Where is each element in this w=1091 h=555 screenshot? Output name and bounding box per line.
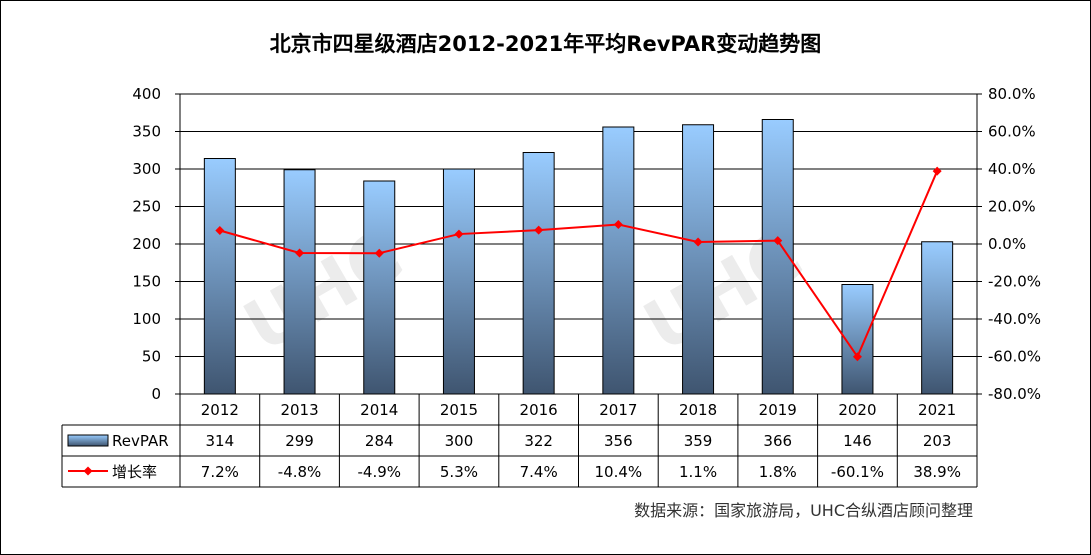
y-right-tick-label: 80.0%: [988, 85, 1036, 103]
y-left-tick-label: 200: [132, 235, 161, 253]
revpar-value: 314: [206, 432, 235, 450]
bar-2012: [203, 158, 236, 395]
y-right-tick-label: -80.0%: [988, 385, 1041, 403]
growth-value: 10.4%: [595, 463, 643, 481]
x-tick-label: 2013: [280, 401, 318, 419]
growth-value: 1.8%: [759, 463, 797, 481]
growth-point-2017: [613, 220, 623, 229]
growth-point-2021: [932, 166, 942, 176]
bar-2013: [283, 169, 316, 395]
data-table: 2012 314 7.2% 2013 299 -4.8% 2014 284 -4.9% 2015 3…: [61, 393, 978, 488]
x-tick-label: 2021: [918, 401, 956, 419]
x-tick-label: 2016: [520, 401, 558, 419]
growth-point-2013: [295, 248, 305, 258]
growth-value: 38.9%: [913, 463, 961, 481]
x-tick-label: 2020: [838, 401, 876, 419]
growth-value: 7.2%: [201, 463, 239, 481]
x-tick-label: 2019: [759, 401, 797, 419]
growth-point-2018: [693, 237, 703, 247]
bar-2018: [682, 124, 715, 395]
legend-key-revpar: [67, 434, 109, 447]
growth-value: 7.4%: [520, 463, 558, 481]
bar-series: [203, 119, 954, 395]
y-right-tick-label: 20.0%: [988, 198, 1036, 216]
bar-2016: [522, 152, 555, 395]
y-left-tick-label: 0: [151, 385, 161, 403]
x-tick-label: 2017: [599, 401, 637, 419]
y-right-tick-label: -60.0%: [988, 348, 1041, 366]
growth-point-2012: [215, 226, 225, 235]
y-right-tick-label: 0.0%: [988, 235, 1026, 253]
growth-point-2016: [534, 225, 544, 235]
revpar-value: 322: [524, 432, 553, 450]
chart-title: 北京市四星级酒店2012-2021年平均RevPAR变动趋势图: [269, 32, 822, 56]
bar-2017: [602, 126, 635, 395]
growth-value: 1.1%: [679, 463, 717, 481]
y-left-tick-label: 50: [142, 348, 161, 366]
revpar-value: 284: [365, 432, 394, 450]
y-right-tick-label: -40.0%: [988, 310, 1041, 328]
growth-line: [219, 170, 939, 359]
revpar-value: 356: [604, 432, 633, 450]
revpar-value: 203: [923, 432, 952, 450]
growth-point-2015: [454, 229, 464, 239]
y-left-tick-label: 100: [132, 310, 161, 328]
growth-point-2014: [374, 248, 384, 258]
growth-value: -4.8%: [278, 463, 322, 481]
x-tick-label: 2012: [201, 401, 239, 419]
revpar-value: 299: [285, 432, 314, 450]
revpar-value: 146: [843, 432, 872, 450]
legend-label-revpar: RevPAR: [112, 432, 169, 450]
y-left-tick-label: 350: [132, 123, 161, 141]
bar-2021: [921, 241, 954, 395]
x-tick-label: 2018: [679, 401, 717, 419]
y-right-tick-label: -20.0%: [988, 273, 1041, 291]
growth-point-2020: [852, 352, 862, 362]
bar-2014: [363, 180, 396, 395]
revpar-value: 359: [684, 432, 713, 450]
growth-point-2019: [773, 236, 783, 246]
y-right-tick-label: 40.0%: [988, 160, 1036, 178]
x-tick-label: 2014: [360, 401, 398, 419]
legend-label-growth: 增长率: [112, 463, 157, 481]
y-left-tick-label: 250: [132, 198, 161, 216]
growth-value: -4.9%: [357, 463, 401, 481]
legend-marker-growth: [83, 466, 93, 476]
y-left-tick-label: 300: [132, 160, 161, 178]
growth-value: -60.1%: [831, 463, 884, 481]
growth-value: 5.3%: [440, 463, 478, 481]
y-right-tick-label: 60.0%: [988, 123, 1036, 141]
x-tick-label: 2015: [440, 401, 478, 419]
revpar-value: 366: [763, 432, 792, 450]
bar-2015: [442, 168, 475, 395]
axes: 0 50 100 150 200 250 300 350 400 -80.0% -60.0% -40.…: [132, 85, 1041, 403]
y-left-tick-label: 150: [132, 273, 161, 291]
y-left-tick-label: 400: [132, 85, 161, 103]
source-note: 数据来源：国家旅游局，UHC合纵酒店顾问整理: [634, 501, 973, 520]
revpar-value: 300: [445, 432, 474, 450]
line-series: [215, 166, 942, 362]
